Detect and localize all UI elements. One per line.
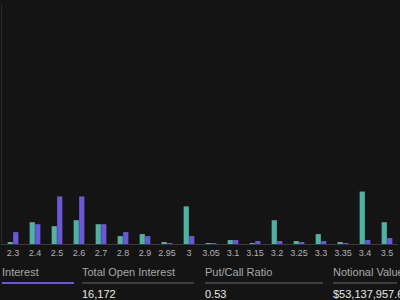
html-text:Total Open Interest: Total Open Interest (82, 266, 175, 278)
svg-text:2.9: 2.9 (139, 248, 152, 258)
svg-text:3.35: 3.35 (334, 248, 352, 258)
html-text:Put/Call Ratio: Put/Call Ratio (205, 266, 273, 278)
html-text:16,172: 16,172 (82, 288, 116, 300)
svg-text:3.25: 3.25 (290, 248, 308, 258)
svg-text:3.15: 3.15 (246, 248, 264, 258)
svg-text:2.7: 2.7 (95, 248, 108, 258)
svg-text:2.8: 2.8 (117, 248, 130, 258)
svg-text:3.3: 3.3 (315, 248, 328, 258)
html-text:Interest: Interest (2, 266, 39, 278)
svg-text:2.5: 2.5 (51, 248, 64, 258)
svg-text:3: 3 (186, 248, 191, 258)
svg-text:3.05: 3.05 (202, 248, 220, 258)
svg-text:3.4: 3.4 (359, 248, 372, 258)
html-text:0.53: 0.53 (205, 288, 227, 300)
svg-text:2.3: 2.3 (7, 248, 20, 258)
svg-text:3.2: 3.2 (271, 248, 284, 258)
svg-text:2.4: 2.4 (29, 248, 42, 258)
svg-text:3.1: 3.1 (227, 248, 240, 258)
svg-text:3.5: 3.5 (381, 248, 394, 258)
svg-text:2.95: 2.95 (158, 248, 176, 258)
svg-text:2.6: 2.6 (73, 248, 86, 258)
